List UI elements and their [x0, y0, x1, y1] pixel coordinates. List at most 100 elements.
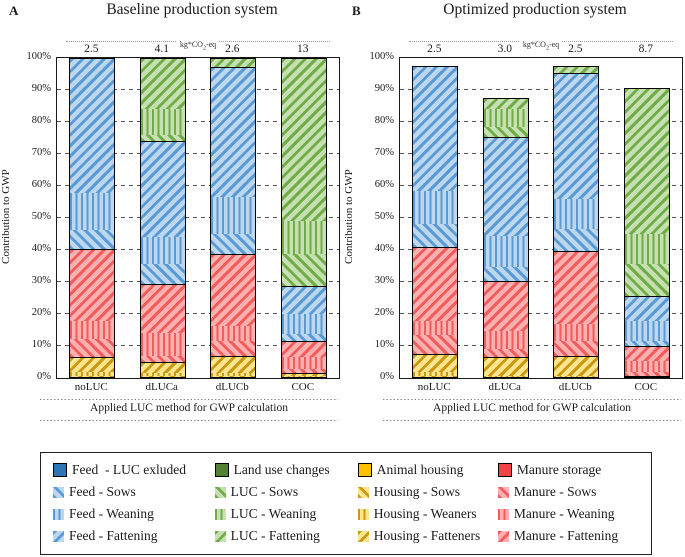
bar-coc	[623, 88, 670, 378]
segment-housing-weaners	[624, 376, 669, 378]
x-tick-label-dlucb: dLUCb	[558, 381, 592, 393]
segment-luc-weaning	[483, 108, 528, 128]
panel-letter-a: A	[9, 3, 19, 18]
legend-label: Land use changes	[233, 462, 330, 477]
legend-item-feed-fattening: Feed - Fattening	[53, 528, 215, 544]
legend-swatch-luc-fattening	[214, 530, 226, 542]
legend-swatch-manure-sows	[497, 486, 509, 498]
y-tick-label: 60%	[374, 178, 394, 190]
gridline	[57, 89, 339, 90]
segment-manure-fattening	[211, 253, 256, 326]
legend-label: LUC - Sows	[230, 484, 299, 499]
dotted-rule	[40, 420, 338, 421]
x-axis-title: Applied LUC method for GWP calculation	[433, 402, 631, 414]
y-tick-label: 70%	[31, 146, 51, 158]
legend-item-manure-sows: Manure - Sows	[497, 484, 641, 500]
chart-panel-optimized: B Optimized production system kg*CO2-eq …	[343, 0, 685, 446]
segment-manure-weaning	[554, 323, 599, 341]
segment-luc-weaning	[281, 220, 326, 254]
segment-luc-fattening	[483, 99, 528, 109]
legend-item-manure-weaning: Manure - Weaning	[497, 506, 641, 522]
gridline	[400, 281, 682, 282]
bar-total-labels: 2.5 4.1 2.6 13	[56, 43, 338, 57]
unit-label: kg*CO2-eq	[519, 40, 563, 52]
y-tick-label: 20%	[374, 306, 394, 318]
segment-manure-weaning	[211, 325, 256, 341]
segment-feed-fattening	[624, 295, 669, 321]
gridline	[400, 249, 682, 250]
segment-manure-weaning	[413, 320, 458, 336]
segment-feed-weaning	[483, 235, 528, 268]
segment-manure-sows	[413, 335, 458, 354]
segment-luc-fattening	[211, 59, 256, 67]
segment-manure-fattening	[70, 249, 115, 322]
chart-panel-baseline: A Baseline production system kg*CO2-eq 2…	[0, 0, 342, 446]
y-tick-label: 100%	[369, 50, 395, 62]
y-tick-label: 40%	[374, 242, 394, 254]
legend-swatch-feed-fattening	[53, 530, 64, 542]
y-tick-label: 90%	[374, 82, 394, 94]
segment-feed-fattening	[554, 73, 599, 199]
y-tick-label: 0%	[37, 370, 51, 382]
legend-item-luc-fattening: LUC - Fattening	[214, 528, 358, 544]
segment-luc-fattening	[624, 89, 669, 235]
segment-manure-fattening	[413, 247, 458, 321]
legend-swatch-feed-weaning	[53, 508, 64, 520]
legend-item-manure-storage: Manure storage	[497, 462, 641, 478]
legend-swatch-housing-fatteners	[357, 530, 369, 542]
bar-total-label: 2.5	[427, 43, 442, 55]
gridline	[400, 345, 682, 346]
legend-label: Animal housing	[376, 462, 464, 477]
x-axis-ticks: noLUC dLUCa dLUCb COC	[399, 381, 681, 395]
segment-feed-fattening	[140, 141, 185, 238]
x-axis-ticks: noLUC dLUCa dLUCb COC	[56, 381, 338, 395]
legend-swatch-feed-luc-exluded	[53, 463, 67, 477]
segment-housing-sows	[140, 376, 185, 377]
y-tick-label: 20%	[31, 306, 51, 318]
x-tick-label-dluca: dLUCa	[488, 381, 521, 393]
legend-label: Feed - Fattening	[69, 528, 158, 543]
unit-rule: kg*CO2-eq	[66, 40, 330, 60]
legend-label: Manure - Sows	[513, 484, 597, 499]
segment-manure-fattening	[281, 340, 326, 358]
legend-swatch-luc-weaning	[214, 508, 226, 520]
y-axis-title: Contribution to GWP	[343, 169, 355, 265]
segment-feed-sows	[211, 234, 256, 254]
segment-luc-fattening	[554, 67, 599, 74]
legend-item-land-use-changes: Land use changes	[214, 462, 358, 478]
segment-housing-fatteners	[624, 375, 669, 377]
legend-label: Feed - LUC exluded	[72, 462, 186, 477]
y-tick-label: 80%	[374, 114, 394, 126]
bar-dlucb	[210, 58, 257, 378]
segment-feed-weaning	[140, 237, 185, 265]
legend-swatch-manure-storage	[497, 463, 512, 477]
segment-housing-sows	[413, 375, 458, 377]
segment-luc-fattening	[140, 59, 185, 110]
gridline	[57, 153, 339, 154]
legend-item-feed-luc-exluded: Feed - LUC exluded	[53, 462, 215, 478]
segment-manure-weaning	[140, 333, 185, 356]
y-tick-label: 10%	[31, 338, 51, 350]
segment-housing-fatteners	[70, 356, 115, 372]
segment-feed-sows	[70, 230, 115, 250]
segment-feed-fattening	[211, 67, 256, 198]
y-axis-title: Contribution to GWP	[0, 169, 12, 265]
gridline	[57, 281, 339, 282]
legend: Feed - LUC exluded Land use changes Animal…	[40, 452, 652, 555]
plot-area	[399, 57, 683, 379]
segment-feed-weaning	[554, 198, 599, 229]
gridline	[400, 313, 682, 314]
legend-item-housing-weaners: Housing - Weaners	[357, 506, 498, 522]
segment-feed-weaning	[413, 190, 458, 225]
segment-housing-sows	[211, 376, 256, 377]
gridline	[57, 217, 339, 218]
legend-label: Feed - Weaning	[69, 506, 154, 521]
gridline	[400, 89, 682, 90]
segment-feed-weaning	[70, 193, 115, 231]
gridline	[400, 153, 682, 154]
legend-swatch-manure-weaning	[497, 508, 509, 520]
legend-label: LUC - Fattening	[230, 528, 320, 543]
segment-luc-weaning	[140, 109, 185, 135]
legend-label: Housing - Fatteners	[373, 528, 481, 543]
segment-housing-fatteners	[413, 354, 458, 373]
